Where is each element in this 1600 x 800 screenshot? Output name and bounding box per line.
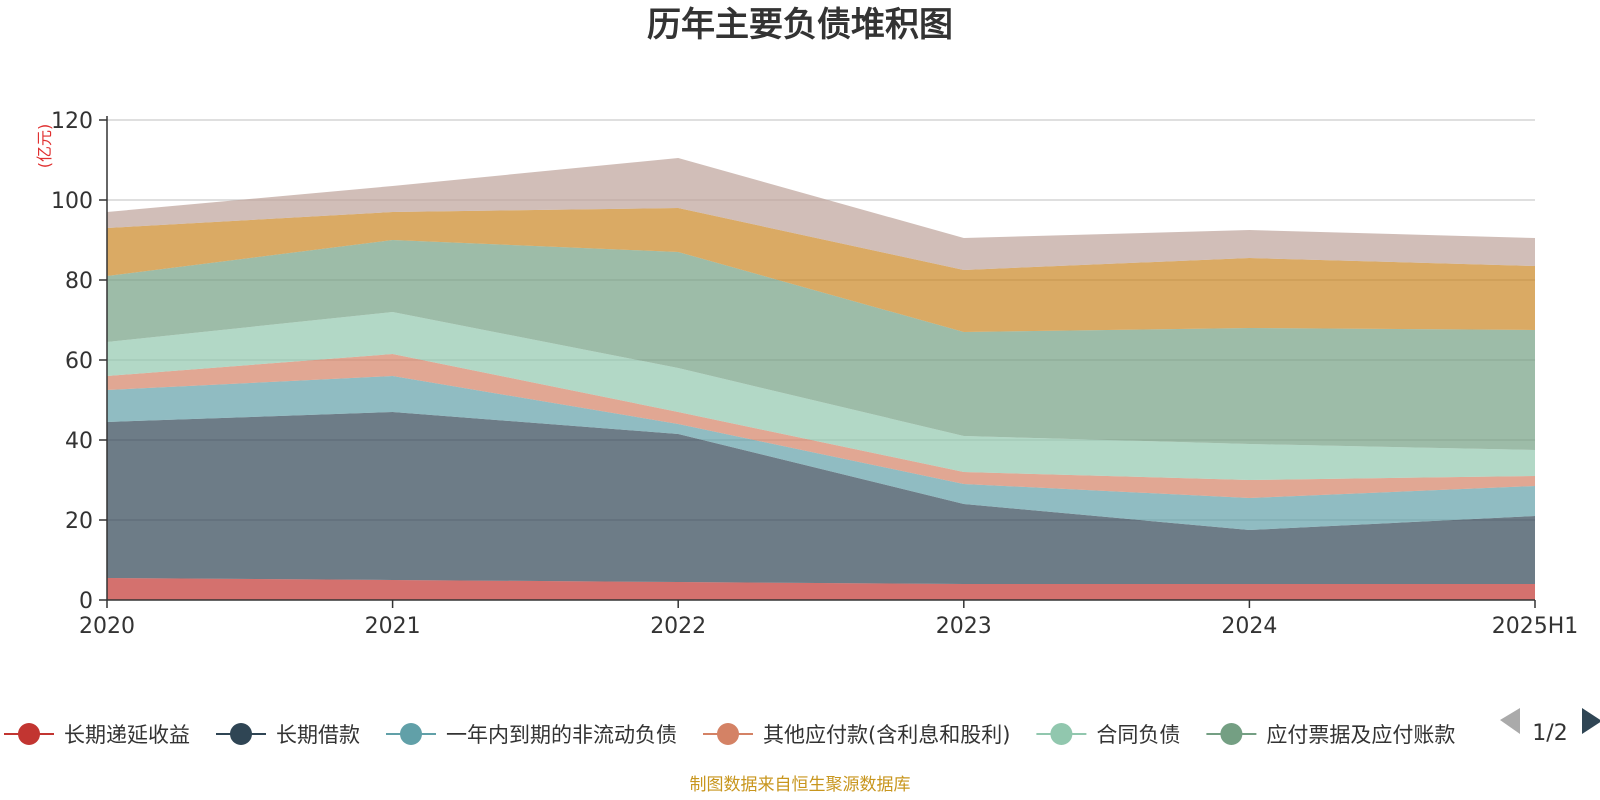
area-series-1 — [107, 412, 1535, 584]
legend-marker-icon — [717, 723, 739, 745]
x-tick-label: 2022 — [650, 614, 706, 639]
legend-item[interactable]: 合同负债 — [1036, 723, 1180, 747]
axes: 0 20 40 60 80 100 120 2020 2021 2022 2023 2024 2025H… — [51, 109, 1578, 639]
y-tick-label: 0 — [79, 589, 93, 614]
y-tick-label: 20 — [65, 509, 93, 534]
y-axis-unit: (亿元) — [35, 124, 54, 169]
legend-label: 其他应付款(含利息和股利) — [763, 723, 1010, 747]
area-series-6 — [107, 208, 1535, 332]
legend-item[interactable]: 长期借款 — [216, 723, 360, 747]
legend-item[interactable]: 其他应付款(含利息和股利) — [703, 723, 1010, 747]
legend-marker-icon — [1050, 723, 1073, 745]
legend-item[interactable]: 一年内到期的非流动负债 — [386, 723, 677, 747]
legend-label: 合同负债 — [1096, 723, 1180, 747]
stacked-areas — [107, 158, 1535, 600]
x-tick-label: 2025H1 — [1492, 614, 1579, 639]
source-note: 制图数据来自恒生聚源数据库 — [690, 775, 911, 795]
legend-pager: 1/2 — [1500, 708, 1600, 746]
legend-prev-icon[interactable] — [1500, 708, 1520, 734]
y-tick-label: 60 — [65, 349, 93, 374]
y-tick-label: 100 — [51, 189, 93, 214]
chart-title: 历年主要负债堆积图 — [647, 5, 953, 45]
area-series-0 — [107, 578, 1535, 600]
legend-label: 应付票据及应付账款 — [1266, 723, 1455, 747]
legend-page-indicator: 1/2 — [1532, 721, 1567, 746]
y-tick-label: 120 — [51, 109, 93, 134]
y-tick-label: 80 — [65, 269, 93, 294]
legend-item[interactable]: 应付票据及应付账款 — [1206, 723, 1455, 747]
legend: 长期递延收益 长期借款 一年内到期的非流动负债 其他应付款(含利息和股利) 合同负债 应付… — [4, 723, 1455, 747]
area-series-3 — [107, 354, 1535, 498]
x-tick-label: 2023 — [936, 614, 992, 639]
x-tick-label: 2024 — [1221, 614, 1277, 639]
legend-marker-icon — [230, 723, 252, 745]
x-tick-label: 2021 — [365, 614, 421, 639]
legend-label: 长期借款 — [276, 723, 360, 747]
x-tick-label: 2020 — [79, 614, 135, 639]
legend-item[interactable]: 长期递延收益 — [4, 723, 190, 747]
legend-label: 一年内到期的非流动负债 — [446, 723, 677, 747]
area-series-2 — [107, 376, 1535, 530]
area-series-5 — [107, 240, 1535, 450]
y-tick-label: 40 — [65, 429, 93, 454]
legend-marker-icon — [18, 723, 40, 745]
legend-label: 长期递延收益 — [64, 723, 190, 747]
area-series-7 — [107, 158, 1535, 270]
legend-marker-icon — [1220, 723, 1243, 745]
area-series-4 — [107, 312, 1535, 480]
legend-next-icon[interactable] — [1582, 708, 1600, 734]
legend-marker-icon — [400, 723, 422, 745]
